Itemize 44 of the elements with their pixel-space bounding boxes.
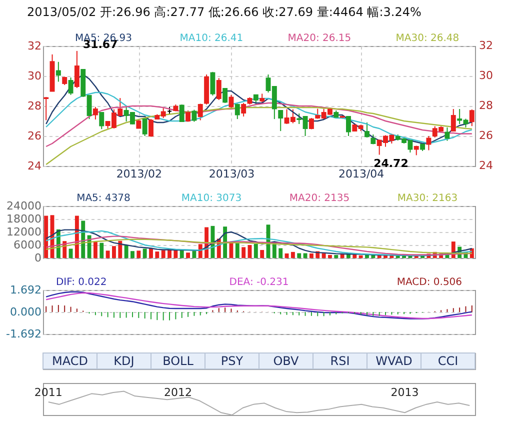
series-label: DEA: -0.231 [229,277,289,288]
text: KDJ [114,354,134,368]
y2-tick-label: 26 [479,129,493,142]
y-tick-label: 6000 [14,238,42,252]
x-tick-label: 2011 [34,386,62,399]
y-tick-label: 24 [28,160,42,172]
text: MA20: 2135 [289,193,350,204]
text: MA20: 26.15 [288,33,352,44]
x-tick-label: 2013 [390,386,419,399]
y-tick-label: 26 [28,130,42,142]
x-tick-label: 2013/04 [338,168,384,180]
y-tick-label: 0.000 [10,306,42,318]
y-tick-label: -1.692 [6,328,42,340]
y2-tick-label: 30 [479,69,493,82]
y-tick-label: 32 [28,40,42,52]
annotation: 24.72 [374,157,408,170]
y-tick-label: 24000 [6,200,42,212]
y2-tick-label: 24 [479,159,493,172]
text: MA30: 26.48 [396,33,460,44]
y-tick-label: 1.692 [10,284,42,296]
text: MA10: 3073 [181,193,242,204]
y-tick-label: 18000 [6,212,42,226]
x-tick-label: 2013/02 [116,168,162,180]
text: MA5: 4378 [76,193,130,204]
text: CCI [438,354,458,368]
text: MA30: 2163 [397,193,458,204]
y-tick-label: 12000 [6,226,42,238]
x-tick-label: 2013/03 [208,168,255,180]
y-tick-label: 30 [28,70,42,82]
text: MACD [52,354,88,368]
series-label: DIF: 0.022 [56,277,107,288]
text: BOLL [162,354,194,368]
text: PSY [220,354,244,368]
y2-tick-label: 32 [479,39,493,52]
y-tick-label: 0 [34,252,42,264]
text: MA10: 26.41 [180,33,244,44]
text: WVAD [376,354,412,368]
x-tick-label: 2012 [164,386,192,399]
y-tick-label: 28 [28,100,42,112]
text: RSI [330,354,350,368]
series-label: MACD: 0.506 [396,277,462,288]
y2-tick-label: 28 [479,99,493,112]
chart-title: 2013/05/02 开:26.96 高:27.77 低:26.66 收:27.69 量:4464 幅:3.24% [27,5,422,19]
text: OBV [273,354,300,368]
